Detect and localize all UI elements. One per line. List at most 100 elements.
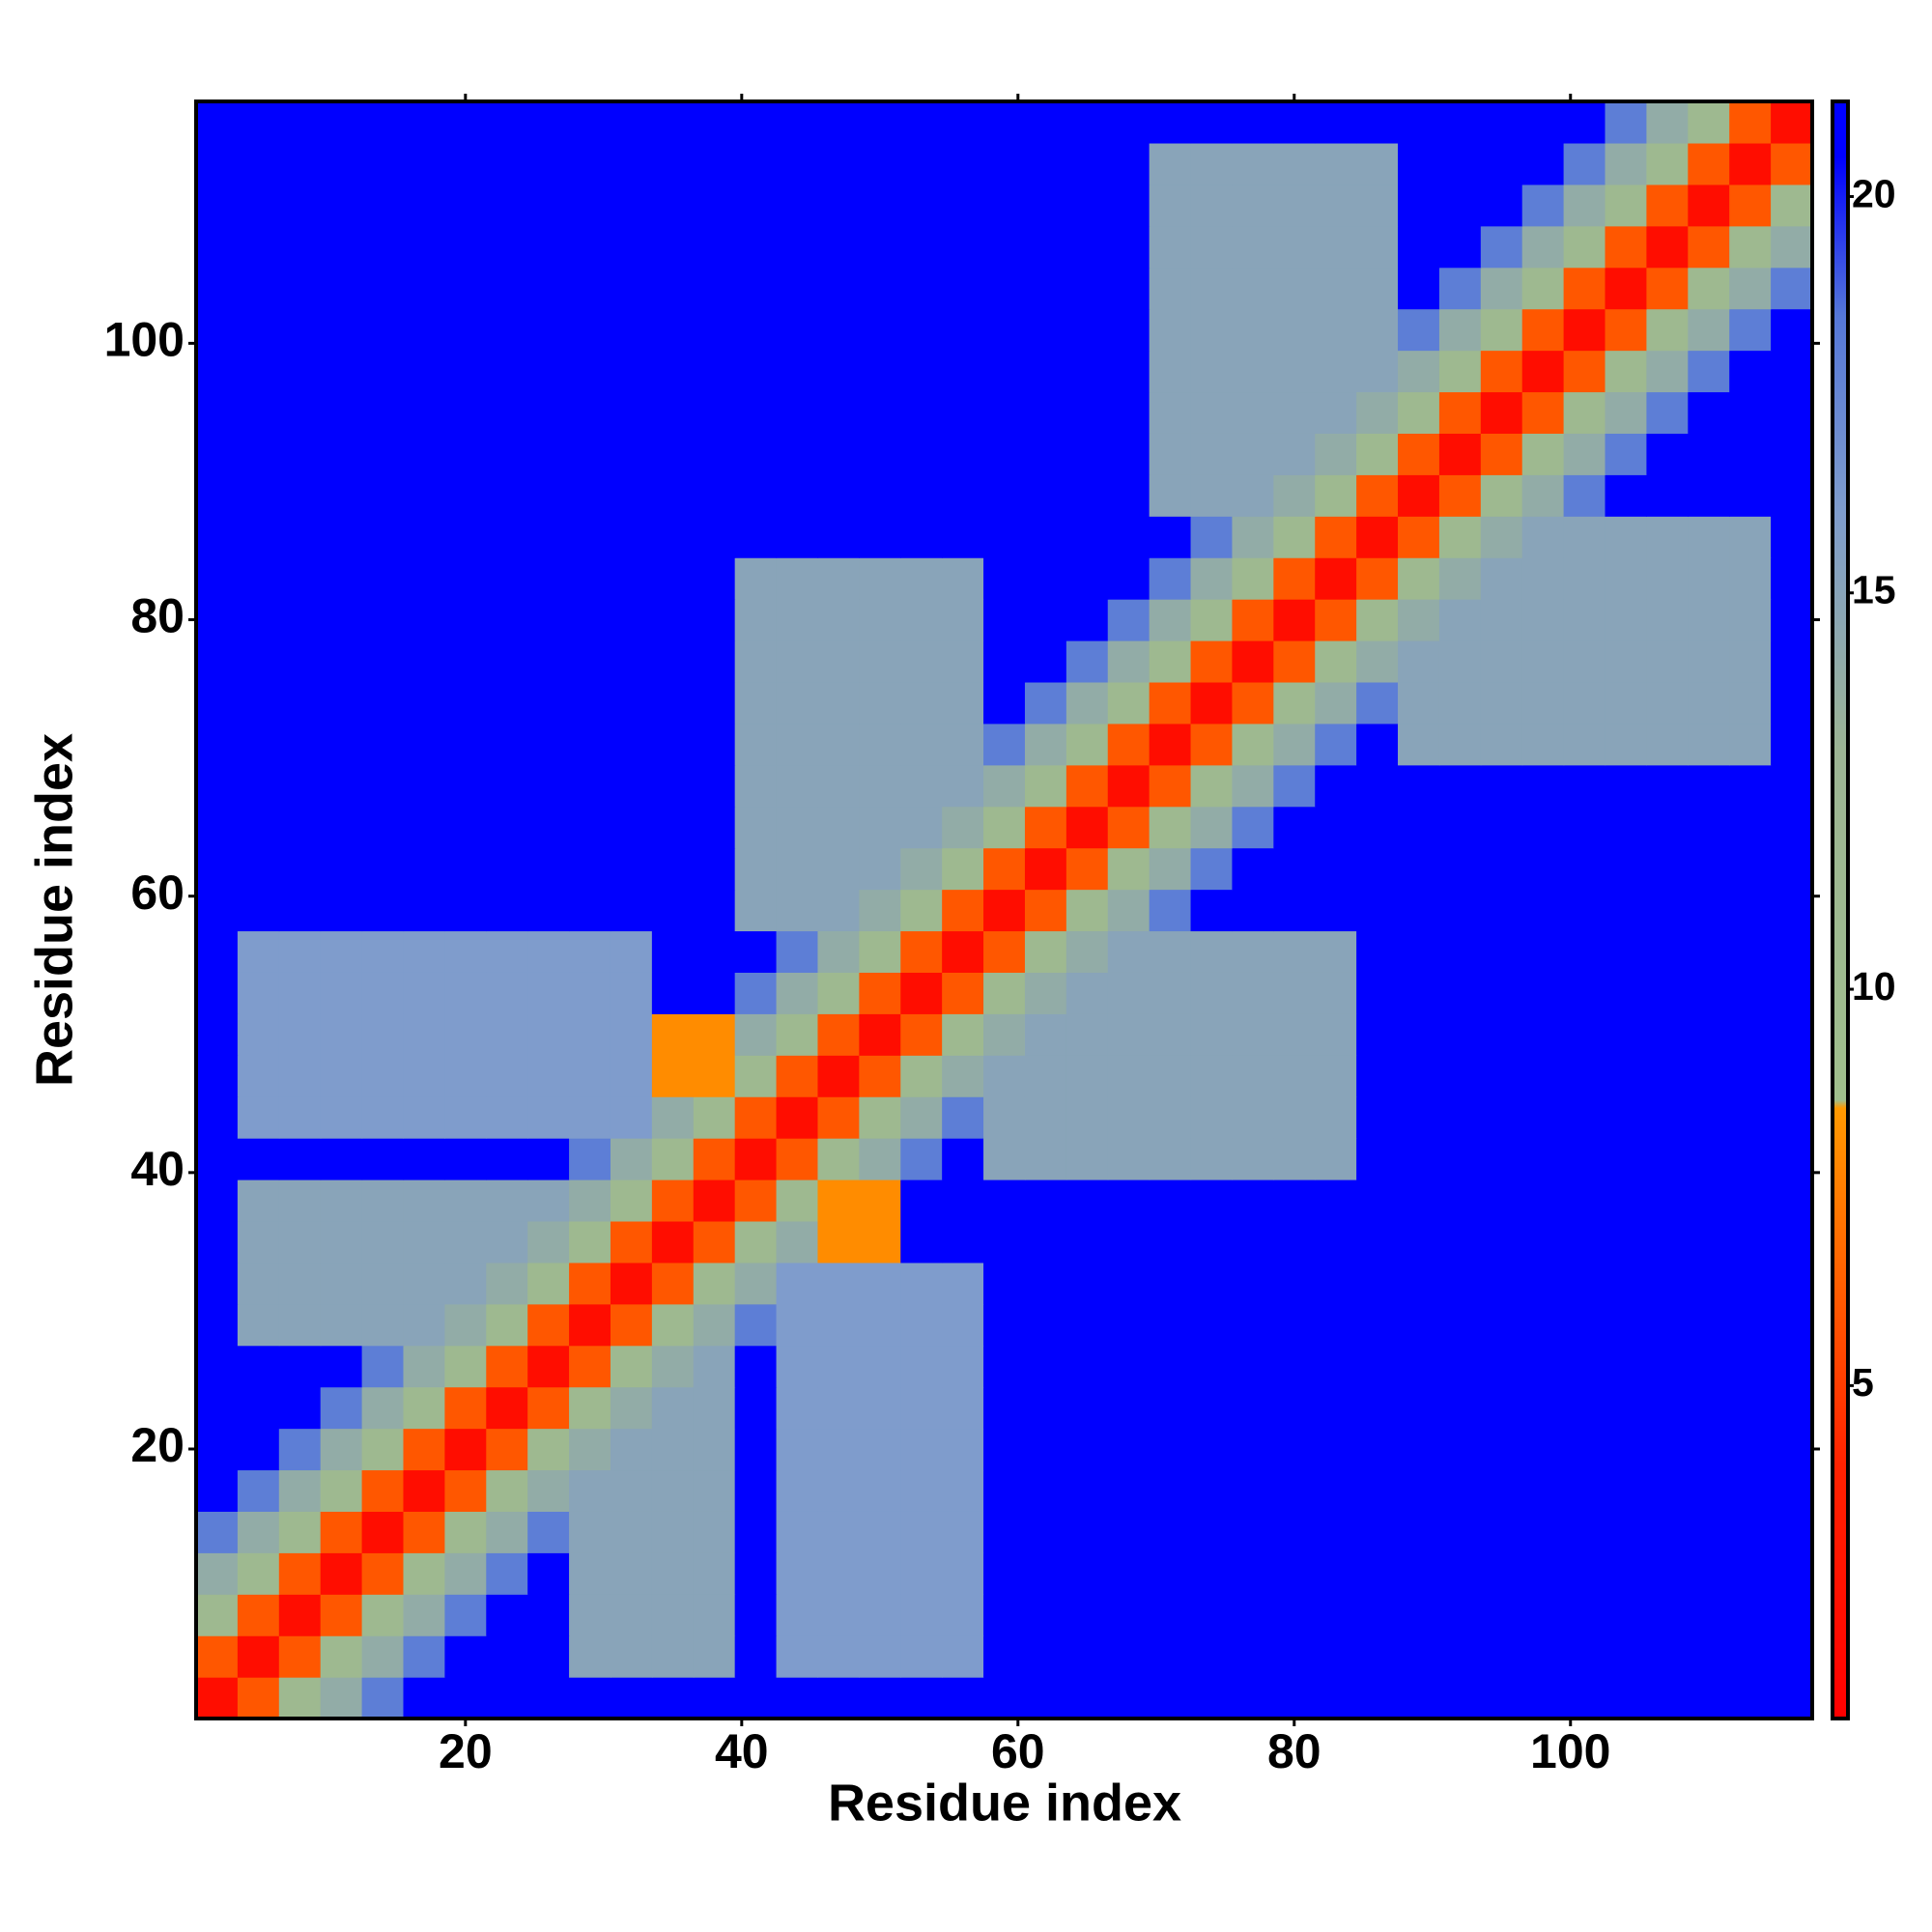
heatmap-cell — [1480, 889, 1523, 932]
heatmap-cell — [1024, 1428, 1067, 1471]
heatmap-cell — [1065, 225, 1109, 269]
heatmap-cell — [1688, 1096, 1730, 1139]
heatmap-cell — [1315, 764, 1357, 808]
heatmap-cell — [942, 350, 984, 393]
heatmap-cell — [403, 972, 445, 1014]
heatmap-cell — [486, 1013, 528, 1056]
heatmap-cell — [1232, 1096, 1274, 1139]
heatmap-cell — [486, 972, 528, 1014]
heatmap-cell — [444, 1552, 487, 1595]
heatmap-cell — [237, 1303, 280, 1347]
heatmap-cell — [1273, 723, 1316, 766]
heatmap-cell — [734, 1055, 778, 1097]
heatmap-cell — [1646, 930, 1689, 973]
heatmap-cell — [983, 847, 1026, 891]
x-tick-label: 100 — [1530, 1724, 1610, 1778]
heatmap-cell — [196, 1220, 239, 1264]
heatmap-cell — [278, 1220, 322, 1264]
heatmap-cell — [651, 225, 695, 269]
heatmap-cell — [1232, 1635, 1274, 1678]
heatmap-cell — [1688, 1635, 1730, 1678]
heatmap-cell — [1273, 474, 1316, 517]
heatmap-cell — [320, 184, 363, 227]
heatmap-cell — [1688, 847, 1730, 891]
heatmap-cell — [527, 557, 570, 600]
heatmap-cell — [610, 972, 653, 1014]
heatmap-cell — [942, 1428, 984, 1471]
heatmap-cell — [1024, 267, 1067, 310]
heatmap-cell — [486, 391, 528, 434]
heatmap-cell — [361, 599, 405, 641]
heatmap-cell — [1398, 1386, 1440, 1430]
heatmap-cell — [1646, 1138, 1689, 1180]
heatmap-cell — [693, 1055, 736, 1097]
heatmap-cell — [1232, 930, 1274, 973]
heatmap-cell — [1024, 1179, 1067, 1222]
heatmap-cell — [444, 308, 487, 352]
heatmap-cell — [776, 1138, 819, 1180]
heatmap-cell — [1563, 1262, 1606, 1305]
heatmap-cell — [1065, 1511, 1109, 1553]
heatmap-cell — [527, 1179, 570, 1222]
heatmap-cell — [486, 1096, 528, 1139]
heatmap-cell — [1398, 1013, 1440, 1056]
heatmap-cell — [237, 1428, 280, 1471]
heatmap-cell — [1771, 101, 1813, 144]
heatmap-cell — [486, 1428, 528, 1471]
heatmap-cell — [776, 1428, 819, 1471]
heatmap-cell — [776, 1303, 819, 1347]
heatmap-cell — [983, 225, 1026, 269]
heatmap-cell — [776, 1262, 819, 1305]
heatmap-cell — [651, 806, 695, 849]
heatmap-cell — [569, 1345, 611, 1388]
heatmap-cell — [1149, 1179, 1192, 1222]
heatmap-cell — [237, 1469, 280, 1512]
heatmap-cell — [1315, 516, 1357, 558]
heatmap-cell — [361, 225, 405, 269]
heatmap-cell — [1149, 391, 1192, 434]
heatmap-cell — [1107, 1096, 1151, 1139]
heatmap-cell — [403, 847, 445, 891]
heatmap-cell — [1646, 225, 1689, 269]
heatmap-cell — [1646, 1469, 1689, 1512]
heatmap-cell — [1065, 184, 1109, 227]
heatmap-cell — [1149, 806, 1192, 849]
heatmap-cell — [1398, 267, 1440, 310]
heatmap-cell — [1232, 1552, 1274, 1595]
heatmap-cell — [403, 1303, 445, 1347]
heatmap-cell — [776, 889, 819, 932]
heatmap-cell — [569, 308, 611, 352]
heatmap-cell — [1356, 516, 1399, 558]
heatmap-cell — [1232, 1428, 1274, 1471]
heatmap-cell — [320, 1594, 363, 1636]
heatmap-cell — [1563, 433, 1606, 475]
heatmap-cell — [1356, 1469, 1399, 1512]
heatmap-cell — [320, 1469, 363, 1512]
heatmap-cell — [569, 930, 611, 973]
heatmap-cell — [1729, 1345, 1772, 1388]
heatmap-cell — [1521, 1220, 1565, 1264]
heatmap-cell — [1107, 184, 1151, 227]
heatmap-cell — [1688, 1303, 1730, 1347]
heatmap-cell — [693, 723, 736, 766]
heatmap-cell — [693, 1428, 736, 1471]
heatmap-cell — [1563, 184, 1606, 227]
heatmap-cell — [1356, 1635, 1399, 1678]
heatmap-cell — [486, 225, 528, 269]
heatmap-cell — [237, 723, 280, 766]
heatmap-cell — [1398, 557, 1440, 600]
heatmap-cell — [859, 308, 901, 352]
heatmap-cell — [1563, 640, 1606, 683]
heatmap-cell — [1149, 1594, 1192, 1636]
heatmap-cell — [1729, 1428, 1772, 1471]
heatmap-cell — [1521, 516, 1565, 558]
heatmap-cell — [1771, 557, 1813, 600]
heatmap-cell — [817, 350, 860, 393]
heatmap-cell — [196, 1138, 239, 1180]
heatmap-cell — [859, 1511, 901, 1553]
heatmap-cell — [320, 972, 363, 1014]
heatmap-cell — [1605, 433, 1648, 475]
heatmap-cell — [983, 267, 1026, 310]
heatmap-cell — [1398, 1428, 1440, 1471]
heatmap-cell — [1273, 1055, 1316, 1097]
